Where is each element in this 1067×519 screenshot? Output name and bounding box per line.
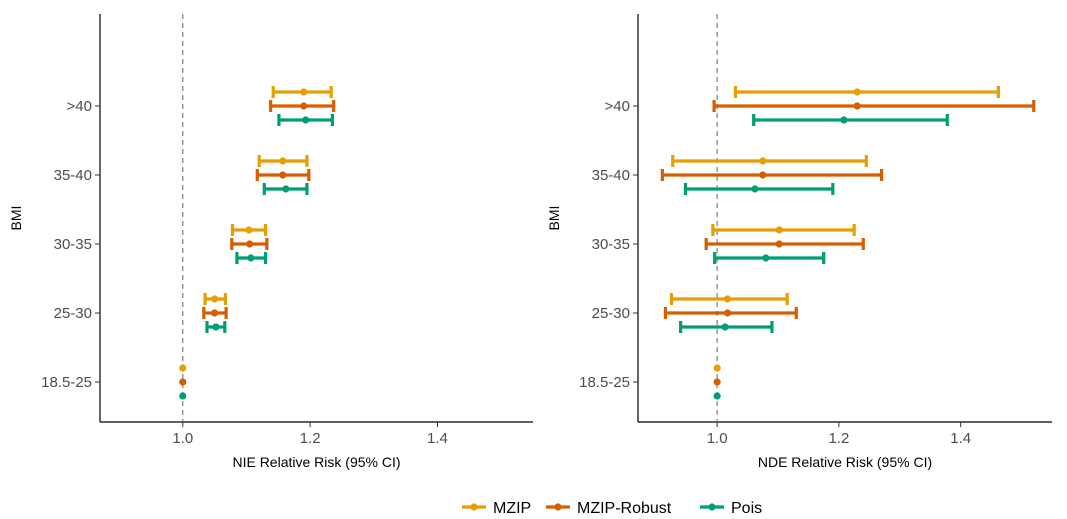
x-axis-title: NIE Relative Risk (95% CI) [232, 454, 400, 470]
y-tick-label: 35-40 [54, 167, 92, 184]
estimate-point [211, 295, 219, 303]
legend-label: MZIP [493, 500, 531, 517]
estimate-point [247, 254, 255, 262]
estimate-point [759, 157, 767, 165]
nde-panel: 1.0 1.2 1.4 18.5-25 25-30 30-35 35-40 >40 NDE Re… [546, 14, 1052, 470]
y-axis-title: BMI [8, 206, 24, 231]
x-tick-label: 1.2 [300, 430, 321, 447]
y-tick-label: 25-30 [54, 305, 92, 322]
estimate-point [713, 392, 721, 400]
x-tick-label: 1.4 [427, 430, 448, 447]
legend: MZIP MZIP-Robust Pois [462, 500, 762, 517]
y-tick-label: 30-35 [592, 236, 630, 253]
legend-key-point [470, 503, 478, 511]
x-tick-label: 1.2 [828, 430, 849, 447]
nie-panel: 1.0 1.2 1.4 18.5-25 25-30 30-35 35-40 >40 NIE Re… [8, 14, 533, 470]
estimate-point [721, 323, 729, 331]
y-axis-title: BMI [546, 206, 562, 231]
y-tick-label: 35-40 [592, 167, 630, 184]
estimate-point [279, 171, 287, 179]
estimate-point [723, 309, 732, 317]
estimate-point [723, 295, 732, 303]
estimate-point [302, 116, 310, 124]
estimate-point [279, 157, 287, 165]
legend-key-point [708, 503, 716, 511]
legend-key-point [554, 503, 562, 511]
legend-label: MZIP-Robust [577, 500, 672, 517]
estimate-point [179, 378, 187, 386]
estimate-point [179, 364, 187, 372]
estimate-point [179, 392, 187, 400]
estimate-point [245, 226, 253, 234]
x-axis-title: NDE Relative Risk (95% CI) [758, 454, 932, 470]
y-tick-label: 25-30 [592, 305, 630, 322]
x-tick-label: 1.4 [950, 430, 971, 447]
y-tick-label: >40 [605, 98, 630, 115]
estimate-point [212, 323, 220, 331]
estimate-point [775, 226, 783, 234]
y-tick-label: >40 [67, 98, 92, 115]
estimate-point [246, 240, 254, 248]
estimate-point [751, 185, 759, 193]
estimate-point [853, 88, 861, 96]
x-tick-label: 1.0 [172, 430, 193, 447]
estimate-point [282, 185, 290, 193]
estimate-point [300, 88, 308, 96]
estimate-point [713, 364, 721, 372]
estimate-point [840, 116, 848, 124]
estimate-point [713, 378, 721, 386]
x-tick-label: 1.0 [707, 430, 728, 447]
estimate-point [762, 254, 770, 262]
estimate-point [211, 309, 219, 317]
estimate-point [853, 102, 861, 110]
legend-label: Pois [731, 500, 762, 517]
estimate-point [759, 171, 767, 179]
estimate-point [300, 102, 308, 110]
estimate-point [775, 240, 783, 248]
y-tick-label: 18.5-25 [579, 374, 630, 391]
y-tick-label: 30-35 [54, 236, 92, 253]
y-tick-label: 18.5-25 [41, 374, 92, 391]
